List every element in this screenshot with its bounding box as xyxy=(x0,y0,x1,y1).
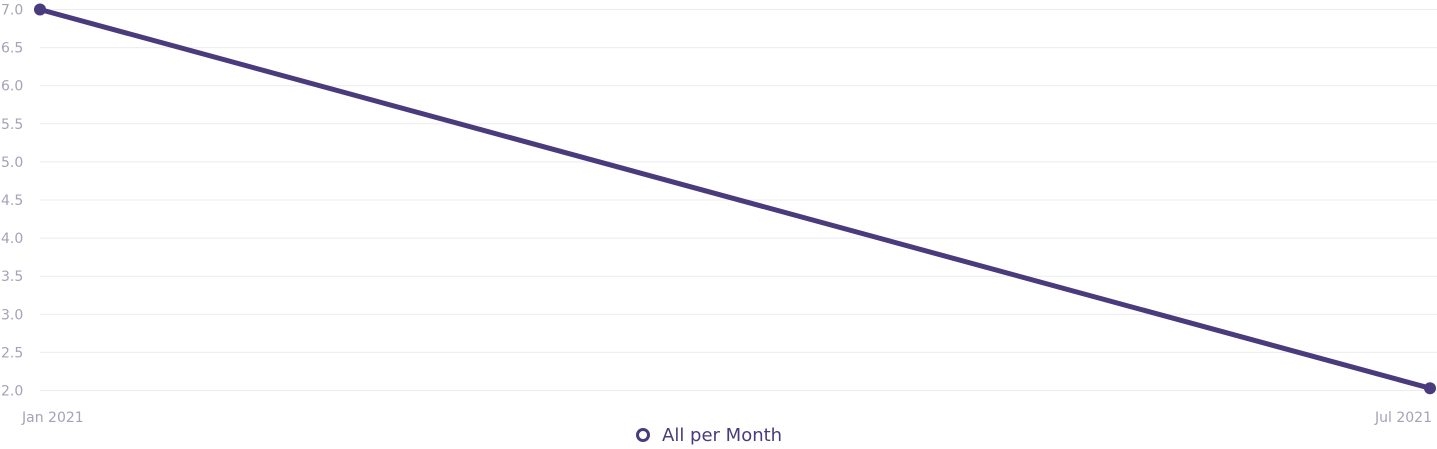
legend-marker-icon xyxy=(636,428,650,442)
y-tick-label: 2.0 xyxy=(1,384,23,400)
y-tick-label: 3.0 xyxy=(1,307,23,323)
x-axis-tick-labels: Jan 2021 Jul 2021 xyxy=(21,410,1432,426)
y-tick-label: 5.5 xyxy=(1,117,23,133)
y-tick-label: 6.5 xyxy=(1,41,23,57)
legend-label: All per Month xyxy=(662,425,782,446)
series-layer xyxy=(34,3,1436,395)
y-axis-tick-labels: 7.0 6.5 6.0 5.5 5.0 4.5 4.0 3.5 3.0 2.5 2.0 xyxy=(1,3,23,400)
series-line xyxy=(37,7,1433,391)
x-tick-label: Jan 2021 xyxy=(21,410,84,426)
data-point[interactable] xyxy=(34,3,46,16)
y-tick-label: 5.0 xyxy=(1,155,23,171)
y-tick-label: 4.5 xyxy=(1,193,23,209)
y-tick-label: 6.0 xyxy=(1,79,23,95)
y-tick-label: 3.5 xyxy=(1,269,23,285)
x-tick-label: Jul 2021 xyxy=(1374,410,1432,426)
legend[interactable]: All per Month xyxy=(636,425,783,446)
y-tick-label: 2.5 xyxy=(1,345,23,361)
data-point[interactable] xyxy=(1424,382,1436,395)
y-tick-label: 7.0 xyxy=(1,3,23,19)
y-tick-label: 4.0 xyxy=(1,231,23,247)
